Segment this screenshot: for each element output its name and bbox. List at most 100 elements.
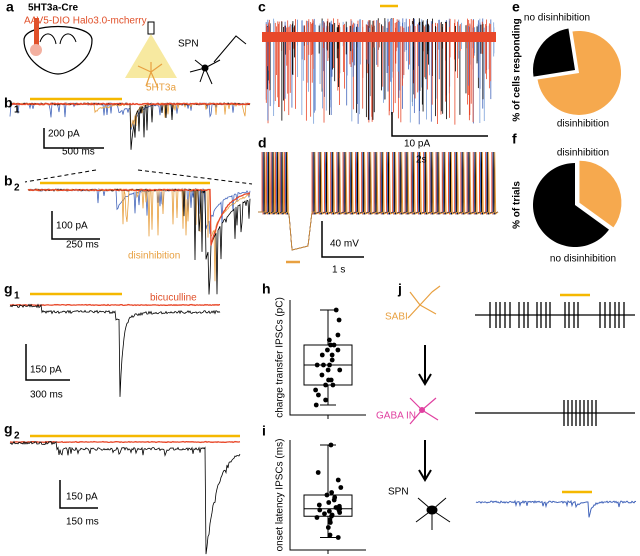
- cell-label: SABI: [385, 312, 408, 323]
- point: [335, 347, 341, 353]
- panel-label: c: [258, 0, 266, 15]
- point: [325, 367, 331, 373]
- point: [327, 362, 332, 368]
- scale-bar: [43, 128, 104, 149]
- panel-label: i: [262, 423, 266, 439]
- point: [329, 490, 335, 495]
- trace: [9, 303, 220, 307]
- point: [328, 442, 334, 448]
- point: [328, 342, 333, 348]
- trace: [9, 102, 250, 106]
- point: [328, 377, 334, 383]
- trace: [9, 440, 241, 444]
- neuron-gaba: [409, 397, 439, 425]
- panel-label: b: [4, 95, 13, 111]
- scale-label: 2s: [416, 155, 427, 166]
- panel-sub: 2: [14, 183, 20, 194]
- annotation: bicuculline: [150, 293, 197, 304]
- scale-label: 300 ms: [30, 390, 63, 401]
- fiber: [34, 18, 39, 46]
- scale-label: 500 ms: [62, 147, 95, 158]
- trace: [9, 102, 251, 150]
- led: [147, 21, 155, 35]
- neuron-5ht3a: [137, 62, 163, 89]
- scale-label: 40 mV: [330, 239, 359, 250]
- panel-label: b: [4, 173, 13, 189]
- trace: [9, 440, 241, 555]
- point: [335, 535, 341, 540]
- point: [319, 352, 325, 358]
- scale-label: 150 ms: [66, 517, 99, 528]
- point: [323, 397, 329, 403]
- panel-label: g: [4, 421, 13, 437]
- brain-slice: [23, 26, 93, 75]
- point: [338, 485, 344, 490]
- point: [313, 402, 319, 408]
- text: 5HT3a: [146, 83, 176, 94]
- scale-label: 250 ms: [66, 240, 99, 251]
- gaba-soma: [419, 407, 425, 413]
- panel-sub: 1: [14, 105, 20, 116]
- axis-title: % of trials: [512, 181, 523, 229]
- point: [327, 532, 333, 538]
- point: [314, 515, 320, 520]
- zoom-line: [24, 169, 253, 185]
- point: [333, 307, 339, 313]
- pie-slice: [532, 163, 609, 247]
- point: [337, 367, 343, 373]
- point: [314, 362, 320, 368]
- panel-sub: 2: [14, 431, 20, 442]
- point: [316, 502, 322, 508]
- point: [329, 513, 334, 519]
- point: [325, 525, 331, 530]
- spn-soma: [201, 64, 209, 72]
- axis-title: % of cells responding: [512, 18, 523, 121]
- neuron-spn-j: [415, 497, 451, 530]
- scale-bar: [59, 480, 98, 509]
- panel-label: e: [512, 0, 520, 15]
- panel-label: f: [512, 131, 517, 147]
- point: [327, 520, 333, 525]
- pie-slice: [533, 28, 575, 77]
- trace: [9, 303, 221, 397]
- scale-label: 150 pA: [66, 492, 98, 503]
- point: [326, 500, 332, 505]
- scale-label: 10 pA: [404, 139, 430, 150]
- scale-bar: [391, 112, 488, 137]
- panel-label: a: [6, 0, 14, 15]
- text: SPN: [178, 39, 199, 50]
- point: [331, 342, 337, 348]
- point: [329, 357, 335, 363]
- spn-soma-j: [426, 505, 438, 515]
- text: AAV5-DIO Halo3.0-mcherry: [24, 16, 147, 27]
- trace: [475, 499, 637, 518]
- brain-ventricle: [39, 33, 77, 45]
- point: [324, 492, 330, 498]
- point: [326, 508, 332, 514]
- legend-label: disinhibition: [557, 119, 609, 130]
- axis: [289, 440, 366, 554]
- text: 5HT3a-Cre: [28, 3, 78, 14]
- cell-label: GABA IN: [376, 411, 416, 422]
- point: [326, 337, 332, 343]
- panel-label: g: [4, 281, 13, 297]
- panel-sub: 1: [14, 291, 20, 302]
- panel-label: j: [397, 281, 402, 297]
- legend-label: no disinhibition: [524, 13, 590, 24]
- arrow: [418, 345, 432, 482]
- panel-label: d: [258, 135, 267, 151]
- cell-label: SPN: [388, 487, 409, 498]
- annotation: disinhibition: [128, 251, 180, 262]
- axis: [289, 300, 366, 419]
- scale-label: 100 pA: [56, 221, 88, 232]
- scale-label: 200 pA: [48, 129, 80, 140]
- axis-title: onset latency IPSCs (ms): [275, 439, 286, 552]
- scale-label: 1 s: [332, 265, 345, 276]
- trace: [27, 188, 250, 246]
- point: [313, 387, 319, 393]
- scale-bar: [321, 221, 364, 258]
- point: [335, 332, 341, 338]
- trace-band: [262, 32, 496, 42]
- point: [331, 497, 337, 503]
